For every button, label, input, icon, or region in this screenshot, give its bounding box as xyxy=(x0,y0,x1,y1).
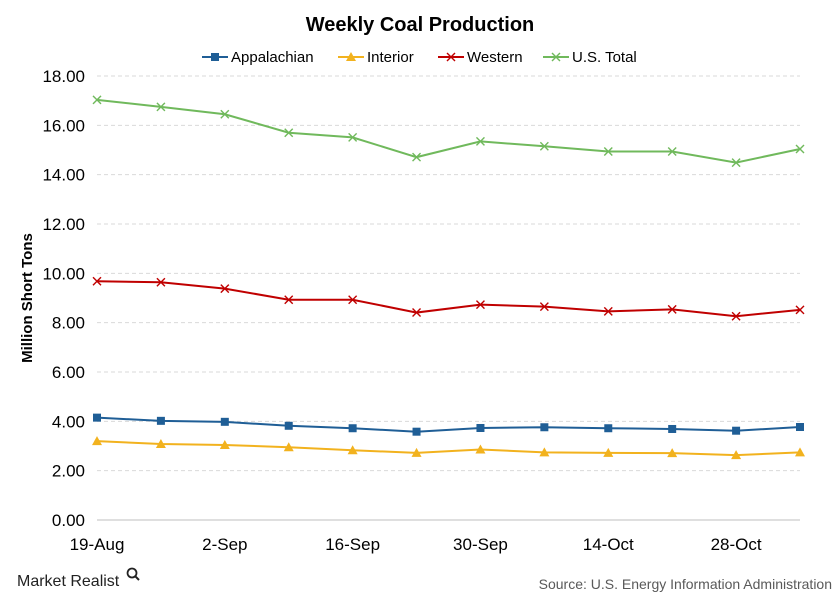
data-point xyxy=(539,302,549,312)
y-tick-label: 14.00 xyxy=(42,166,85,185)
data-point xyxy=(475,300,485,310)
legend-label: Western xyxy=(467,49,523,66)
data-point xyxy=(92,95,102,105)
y-tick-label: 8.00 xyxy=(52,314,85,333)
data-point xyxy=(219,440,230,450)
y-tick-label: 0.00 xyxy=(52,511,85,530)
legend-label: U.S. Total xyxy=(572,49,637,66)
data-point xyxy=(667,448,678,458)
data-point xyxy=(731,311,741,321)
data-point xyxy=(732,426,741,435)
y-tick-label: 4.00 xyxy=(52,412,85,431)
data-point xyxy=(412,427,421,436)
legend-marker xyxy=(446,52,456,62)
data-point xyxy=(412,308,422,318)
data-point xyxy=(155,439,166,449)
x-tick-label: 28-Oct xyxy=(711,535,762,554)
series-western xyxy=(92,276,805,321)
data-point xyxy=(156,416,165,425)
series-line xyxy=(96,416,801,433)
series-line xyxy=(96,98,801,164)
y-tick-label: 16.00 xyxy=(42,116,85,135)
data-point xyxy=(604,424,613,433)
x-tick-label: 19-Aug xyxy=(70,535,125,554)
x-tick-label: 16-Sep xyxy=(325,535,380,554)
data-point xyxy=(93,413,101,422)
series-line xyxy=(96,440,801,457)
data-point xyxy=(731,450,742,460)
legend-label: Appalachian xyxy=(231,49,314,66)
data-point xyxy=(348,424,357,433)
data-point xyxy=(795,144,805,154)
data-point xyxy=(156,277,166,287)
data-point xyxy=(411,447,422,457)
series-group xyxy=(92,95,805,460)
y-tick-label: 2.00 xyxy=(52,462,85,481)
x-tick-label: 2-Sep xyxy=(202,535,247,554)
data-point xyxy=(284,295,294,305)
legend-item: Western xyxy=(438,49,523,66)
legend-marker xyxy=(211,53,219,61)
data-point xyxy=(412,152,422,162)
legend-marker xyxy=(551,52,561,62)
data-point xyxy=(667,146,677,156)
legend-item: U.S. Total xyxy=(543,49,637,66)
data-point xyxy=(475,444,486,454)
legend-item: Appalachian xyxy=(202,49,314,66)
series-appalachian xyxy=(93,413,804,436)
data-point xyxy=(348,295,358,305)
x-axis: 19-Aug 2-Sep 16-Sep 30-Sep 14-Oct 28-Oct xyxy=(70,519,800,554)
data-point xyxy=(283,442,294,452)
chart-title: Weekly Coal Production xyxy=(306,14,535,36)
x-tick-label: 14-Oct xyxy=(583,535,634,554)
data-point xyxy=(347,445,358,455)
data-point xyxy=(220,417,229,426)
data-point xyxy=(539,141,549,151)
y-axis: 0.00 2.00 4.00 6.00 8.00 10.00 12.00 14.00 16.00… xyxy=(42,67,85,530)
brand-logo: Market Realist xyxy=(17,567,140,590)
data-point xyxy=(540,423,549,432)
data-point xyxy=(539,447,550,457)
data-point xyxy=(476,423,485,432)
data-point xyxy=(284,128,294,138)
magnifier-icon xyxy=(126,567,140,581)
legend-item: Interior xyxy=(338,49,414,66)
legend: Appalachian Interior Western U.S. Total xyxy=(202,49,637,66)
data-point xyxy=(796,423,804,432)
data-point xyxy=(603,146,613,156)
legend-label: Interior xyxy=(367,49,414,66)
brand-name: Market Realist xyxy=(17,573,120,590)
series-interior xyxy=(92,436,805,460)
y-tick-label: 6.00 xyxy=(52,363,85,382)
data-point xyxy=(795,447,805,457)
x-tick-label: 30-Sep xyxy=(453,535,508,554)
data-point xyxy=(668,424,677,433)
data-point xyxy=(220,109,230,119)
data-point xyxy=(220,284,230,294)
source-note: Source: U.S. Energy Information Administ… xyxy=(539,576,832,592)
y-tick-label: 18.00 xyxy=(42,67,85,86)
data-point xyxy=(667,304,677,314)
series-u-s-total xyxy=(92,95,805,168)
data-point xyxy=(348,132,358,142)
data-point xyxy=(475,136,485,146)
series-line xyxy=(96,280,801,318)
data-point xyxy=(92,436,102,446)
y-tick-label: 12.00 xyxy=(42,215,85,234)
data-point xyxy=(795,305,805,315)
data-point xyxy=(156,102,166,112)
data-point xyxy=(603,306,613,316)
y-axis-label: Million Short Tons xyxy=(19,233,36,363)
data-point xyxy=(92,276,102,286)
data-point xyxy=(603,447,614,457)
legend-marker xyxy=(346,52,356,61)
data-point xyxy=(731,158,741,168)
y-tick-label: 10.00 xyxy=(42,264,85,283)
data-point xyxy=(284,421,293,430)
